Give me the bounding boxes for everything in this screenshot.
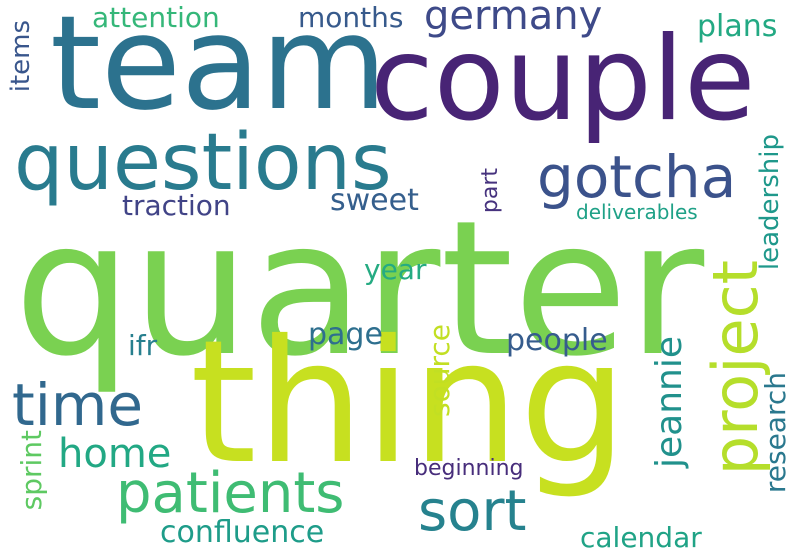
word-couple: couple [370,12,756,147]
word-traction: traction [122,189,231,222]
word-confluence: confluence [160,515,325,550]
word-year: year [364,253,427,286]
word-source: source [423,324,456,417]
word-jeannie: jeannie [649,336,690,468]
word-calendar: calendar [580,521,702,554]
word-patients: patients [116,461,345,526]
word-page: page [308,317,383,352]
word-gotcha: gotcha [537,143,737,211]
word-beginning: beginning [414,456,524,481]
word-research: research [759,372,792,494]
word-thing: thing [190,304,628,502]
word-items: items [6,20,36,93]
word-deliverables: deliverables [576,200,698,224]
word-attention: attention [92,1,220,34]
word-questions: questions [14,118,392,208]
word-team: team [50,0,388,139]
word-months: months [298,1,404,34]
word-ifr: ifr [128,329,158,362]
word-sprint: sprint [15,430,48,511]
word-home: home [58,431,172,477]
word-project: project [699,260,772,476]
word-sort: sort [418,479,527,544]
word-people: people [506,323,608,358]
word-leadership: leadership [755,134,785,271]
word-part: part [478,168,503,214]
word-quarter: quarter [14,180,705,397]
word-plans: plans [697,9,778,44]
word-germany: germany [424,0,603,39]
word-sweet: sweet [330,183,419,218]
word-time: time [12,371,144,439]
